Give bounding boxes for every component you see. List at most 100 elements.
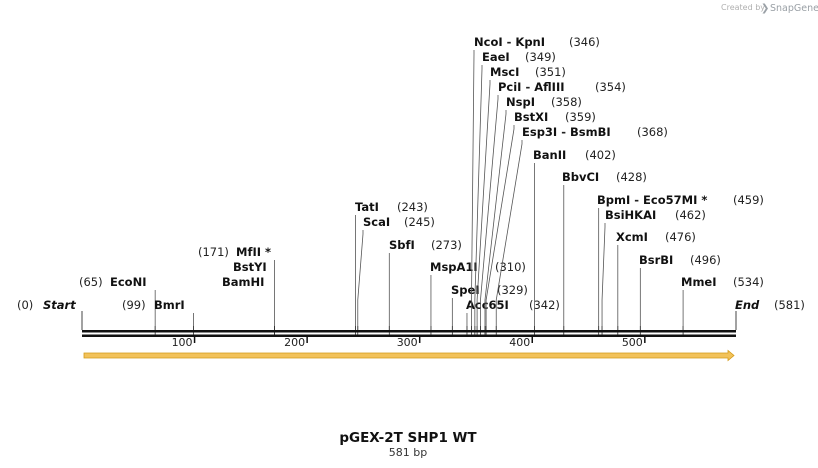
ruler-tick-label: 100 xyxy=(172,336,193,349)
site-position: (476) xyxy=(665,230,696,244)
site-leader-line xyxy=(485,125,515,330)
enzyme-label: BanII xyxy=(533,148,566,162)
site-tati[interactable]: TatI (243) xyxy=(355,200,428,336)
enzyme-label: MfII * xyxy=(236,245,271,259)
site-scai[interactable]: ScaI (245) xyxy=(357,215,435,336)
site-bpmi[interactable]: BpmI - Eco57MI * (459) xyxy=(597,193,764,336)
site-position: (99) xyxy=(122,298,146,312)
site-banii[interactable]: BanII (402) xyxy=(533,148,616,336)
enzyme-label: BstYI xyxy=(233,260,267,274)
enzyme-label: BsiHKAI xyxy=(605,208,656,222)
site-position: (310) xyxy=(495,260,526,274)
enzyme-label: SpeI xyxy=(451,283,480,297)
site-bsihkai[interactable]: BsiHKAI (462) xyxy=(601,208,706,336)
site-msci[interactable]: MscI (351) xyxy=(476,65,566,336)
site-mfii[interactable]: MfII * (171) xyxy=(198,245,275,336)
site-bstyi[interactable]: BstYI xyxy=(233,260,275,336)
enzyme-label: BbvCI xyxy=(562,170,599,184)
end-label: End xyxy=(735,298,760,312)
ruler: 100 200 300 400 500 xyxy=(82,330,736,349)
start-position: (0) xyxy=(17,298,33,312)
site-leader-line xyxy=(480,95,499,330)
site-position: (358) xyxy=(551,95,582,109)
ruler-tick-label: 300 xyxy=(397,336,418,349)
site-bsrbi[interactable]: BsrBI (496) xyxy=(639,253,721,336)
enzyme-label: Acc65I xyxy=(466,298,509,312)
enzyme-label: PciI - AflIII xyxy=(498,80,565,94)
site-position: (359) xyxy=(565,110,596,124)
ruler-tick-label: 500 xyxy=(622,336,643,349)
credit-prefix: Created by xyxy=(721,3,765,12)
backbone-bottom-line xyxy=(82,334,736,337)
site-position: (534) xyxy=(733,275,764,289)
enzyme-label: NcoI - KpnI xyxy=(474,35,545,49)
end-position: (581) xyxy=(774,298,805,312)
enzyme-label: EcoNI xyxy=(110,275,146,289)
site-bmri[interactable]: BmrI (99) xyxy=(122,298,194,336)
enzyme-label: BpmI - Eco57MI * xyxy=(597,193,707,207)
site-leader-line xyxy=(495,140,523,330)
site-econi[interactable]: EcoNI (65) xyxy=(79,275,156,336)
site-position: (496) xyxy=(690,253,721,267)
site-position: (243) xyxy=(397,200,428,214)
enzyme-label: MscI xyxy=(490,65,519,79)
ruler-tick-label: 200 xyxy=(284,336,305,349)
site-position: (349) xyxy=(525,50,556,64)
ruler-tick-label: 400 xyxy=(509,336,530,349)
site-leader-line xyxy=(471,50,475,330)
enzyme-label: BmrI xyxy=(154,298,185,312)
site-xcmi[interactable]: XcmI (476) xyxy=(616,230,696,336)
enzyme-label: SbfI xyxy=(389,238,415,252)
sequence-title: pGEX-2T SHP1 WT xyxy=(339,430,477,446)
feature-arrow[interactable] xyxy=(83,349,735,362)
enzyme-label: BamHI xyxy=(222,275,264,289)
site-position: (351) xyxy=(535,65,566,79)
feature-layer xyxy=(83,349,735,362)
site-position: (171) xyxy=(198,245,229,259)
site-eaei[interactable]: EaeI (349) xyxy=(474,50,556,336)
enzyme-label: ScaI xyxy=(363,215,390,229)
site-leader-line xyxy=(357,230,364,330)
enzyme-label: Esp3I - BsmBI xyxy=(522,125,611,139)
enzyme-label: TatI xyxy=(355,200,379,214)
site-leader-line xyxy=(476,80,491,330)
site-position: (245) xyxy=(404,215,435,229)
enzyme-label: MspA1I xyxy=(430,260,478,274)
site-esp3i[interactable]: Esp3I - BsmBI (368) xyxy=(495,125,668,336)
enzyme-label: XcmI xyxy=(616,230,648,244)
sequence-length: 581 bp xyxy=(389,446,427,459)
site-position: (402) xyxy=(585,148,616,162)
site-ncoi[interactable]: NcoI - KpnI (346) xyxy=(471,35,600,336)
enzyme-label: MmeI xyxy=(681,275,717,289)
site-position: (428) xyxy=(616,170,647,184)
site-mspa1i[interactable]: MspA1I (310) xyxy=(430,260,526,336)
site-bamhi[interactable]: BamHI xyxy=(222,275,275,336)
enzyme-label: NspI xyxy=(506,95,535,109)
site-position: (368) xyxy=(637,125,668,139)
start-label: Start xyxy=(43,298,76,312)
site-bstxi[interactable]: BstXI (359) xyxy=(485,110,596,336)
backbone-top-line xyxy=(82,330,736,333)
site-position: (459) xyxy=(733,193,764,207)
site-position: (329) xyxy=(497,283,528,297)
enzyme-label: EaeI xyxy=(482,50,510,64)
site-position: (354) xyxy=(595,80,626,94)
site-pcii[interactable]: PciI - AflIII (354) xyxy=(480,80,626,336)
site-bbvci[interactable]: BbvCI (428) xyxy=(562,170,647,336)
site-position: (65) xyxy=(79,275,103,289)
site-sbfi[interactable]: SbfI (273) xyxy=(388,238,462,336)
site-position: (462) xyxy=(675,208,706,222)
site-position: (273) xyxy=(431,238,462,252)
site-nspi[interactable]: NspI (358) xyxy=(484,95,582,336)
sites-layer: (0) Start End (581) EcoNI (65) BmrI (99) MfII * (… xyxy=(17,35,805,336)
site-spei[interactable]: SpeI (329) xyxy=(451,283,528,336)
site-mmei[interactable]: MmeI (534) xyxy=(681,275,764,336)
snapgene-logo-icon: ❯ xyxy=(761,3,769,14)
enzyme-label: BstXI xyxy=(514,110,548,124)
site-leader-line xyxy=(484,110,507,330)
site-position: (346) xyxy=(569,35,600,49)
credit-product: SnapGene xyxy=(770,3,818,14)
site-leader-line xyxy=(601,223,606,330)
enzyme-label: BsrBI xyxy=(639,253,673,267)
